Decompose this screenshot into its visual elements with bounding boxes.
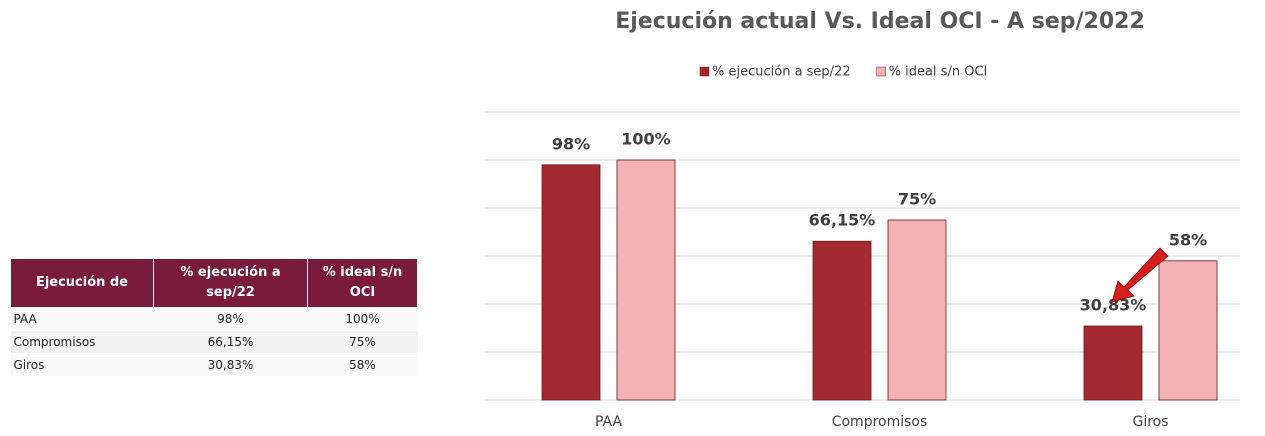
data-label: 100% bbox=[621, 130, 670, 149]
bar bbox=[541, 164, 601, 401]
annotation-arrow bbox=[1111, 247, 1169, 303]
table-cell: 98% bbox=[153, 307, 308, 331]
table-cell: Giros bbox=[10, 353, 154, 377]
table-row: Giros 30,83% 58% bbox=[10, 353, 418, 377]
data-label: 58% bbox=[1169, 230, 1207, 249]
chart-title: Ejecución actual Vs. Ideal OCI - A sep/2… bbox=[615, 9, 1145, 34]
table-cell: 75% bbox=[307, 330, 418, 354]
x-tick-label: Compromisos bbox=[832, 414, 928, 430]
table-row: Compromisos 66,15% 75% bbox=[10, 330, 418, 354]
table-cell: Compromisos bbox=[10, 330, 154, 354]
data-label: 66,15% bbox=[809, 211, 876, 230]
x-tick-label: PAA bbox=[595, 414, 623, 430]
table-cell: 66,15% bbox=[153, 330, 308, 354]
bar bbox=[1158, 260, 1218, 401]
data-label: 30,83% bbox=[1080, 296, 1147, 315]
table-row: PAA 98% 100% bbox=[10, 307, 418, 331]
data-label: 98% bbox=[552, 134, 590, 153]
table-cell: 100% bbox=[307, 307, 418, 331]
bar bbox=[616, 159, 676, 401]
legend-swatch bbox=[876, 66, 886, 77]
table-header: Ejecución de % ejecución a sep/22 % idea… bbox=[10, 258, 418, 308]
legend-label: % ejecución a sep/22 bbox=[712, 65, 851, 80]
header-cell: % ideal s/n OCI bbox=[307, 258, 418, 308]
table-cell: 58% bbox=[307, 353, 418, 377]
x-tick-label: Giros bbox=[1132, 414, 1168, 430]
bar bbox=[1083, 325, 1143, 401]
data-label: 75% bbox=[898, 190, 936, 209]
table-cell: 30,83% bbox=[153, 353, 308, 377]
bar bbox=[887, 219, 947, 401]
table-cell: PAA bbox=[10, 307, 154, 331]
legend-swatch bbox=[699, 66, 710, 77]
legend-label: % ideal s/n OCI bbox=[889, 65, 988, 80]
bar bbox=[812, 240, 872, 401]
header-cell: Ejecución de bbox=[10, 258, 154, 308]
data-table: Ejecución de % ejecución a sep/22 % idea… bbox=[10, 258, 418, 377]
